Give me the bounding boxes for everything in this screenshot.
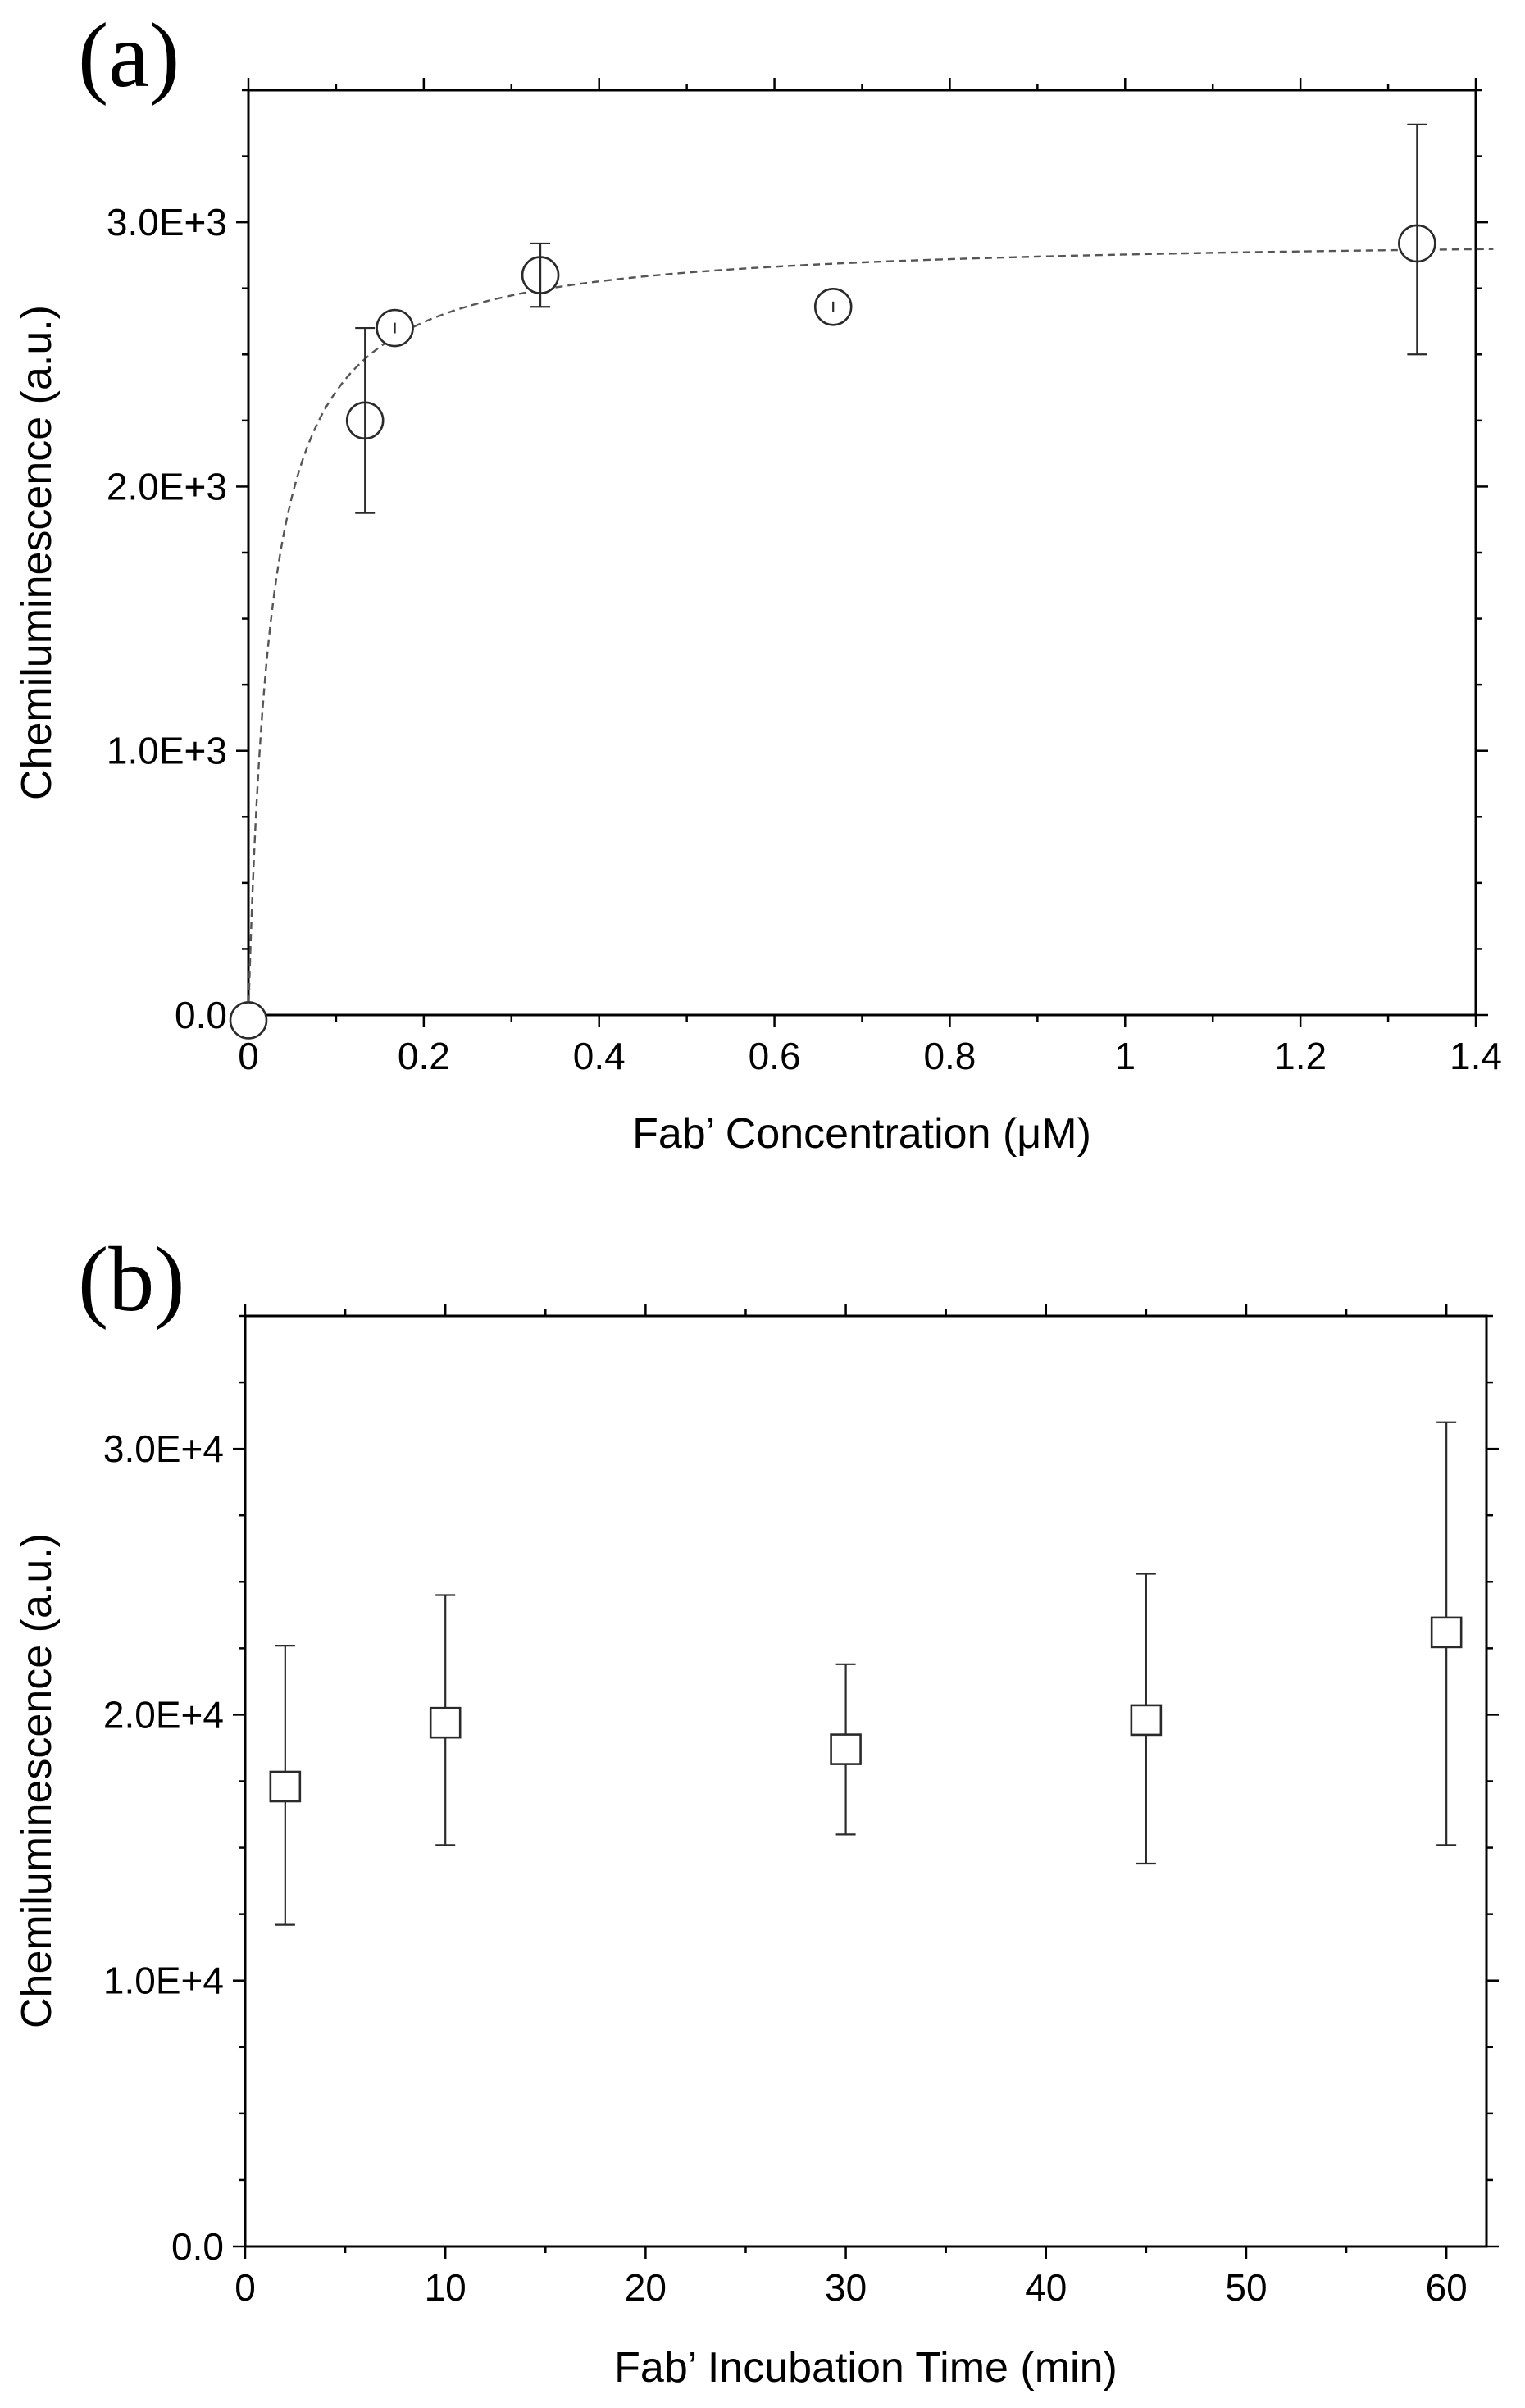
panel-b-x-tick-label: 20 xyxy=(625,2266,667,2309)
panel-b-y-tick-label: 0.0 xyxy=(171,2225,224,2268)
panel-a-fit-curve xyxy=(247,248,1494,1016)
panel-a-y-tick-label: 0.0 xyxy=(175,994,227,1036)
panel-b-axes: 0 10 20 30 40 50 60 0.0 1.0E+4 2.0E+4 3.0E+4 xyxy=(103,1304,1499,2309)
panel-b-y-tick-label: 2.0E+4 xyxy=(103,1693,224,1736)
panel-a-data-point xyxy=(229,1001,268,1040)
panel-b-data-point xyxy=(1130,1704,1163,1737)
panel-a-series xyxy=(229,123,1436,1040)
panel-b-x-tick-label: 30 xyxy=(825,2266,867,2309)
panel-b: (b) 0 10 20 30 40 50 60 0.0 1.0E+4 2.0E+4 3.0E+4 F… xyxy=(13,1229,1499,2392)
panel-b-x-tick-label: 60 xyxy=(1426,2266,1468,2309)
panel-b-y-axis-title: Chemiluminescence (a.u.) xyxy=(13,1533,61,2028)
panel-a-x-tick-label: 0.8 xyxy=(923,1035,976,1077)
panel-b-label: (b) xyxy=(78,1229,185,1331)
panel-a-y-tick-label: 2.0E+3 xyxy=(107,465,227,508)
panel-b-data-point xyxy=(1430,1616,1463,1649)
panel-a-label: (a) xyxy=(78,5,180,107)
panel-b-x-tick-label: 40 xyxy=(1025,2266,1067,2309)
panel-a-x-axis-title: Fab’ Concentration (μM) xyxy=(632,1110,1091,1158)
panel-a-x-tick-label: 0.6 xyxy=(749,1035,801,1077)
panel-a-x-tick-label: 0.4 xyxy=(573,1035,626,1077)
panel-a-x-tick-label: 1 xyxy=(1114,1035,1136,1077)
panel-a-x-tick-label: 1.2 xyxy=(1274,1035,1327,1077)
panel-b-x-tick-label: 10 xyxy=(425,2266,467,2309)
panel-b-data-point xyxy=(429,1706,462,1739)
panel-a-y-axis-title: Chemiluminescence (a.u.) xyxy=(13,305,61,800)
panel-a-plot-frame xyxy=(247,89,1477,1017)
panel-b-data-point xyxy=(269,1770,302,1803)
panel-b-x-tick-label: 0 xyxy=(234,2266,256,2309)
panel-b-plot-frame xyxy=(244,1314,1488,2248)
panel-a-x-tick-label: 0 xyxy=(238,1035,259,1077)
panel-b-y-tick-label: 1.0E+4 xyxy=(103,1960,224,2002)
panel-a-y-tick-label: 3.0E+3 xyxy=(107,201,227,244)
panel-b-x-tick-label: 50 xyxy=(1225,2266,1267,2309)
panel-a: (a) 0 0.2 0.4 0.6 0.8 1 1.2 1.4 0.0 1.0E+3 2.0E+3 3… xyxy=(13,5,1502,1158)
panel-b-x-axis-title: Fab’ Incubation Time (min) xyxy=(614,2344,1118,2392)
panel-a-y-tick-label: 1.0E+3 xyxy=(107,730,227,772)
panel-b-y-tick-label: 3.0E+4 xyxy=(103,1427,224,1470)
panel-a-x-tick-label: 1.4 xyxy=(1450,1035,1502,1077)
panel-a-axes: 0 0.2 0.4 0.6 0.8 1 1.2 1.4 0.0 1.0E+3 2.0E+3 3.0E+… xyxy=(107,78,1502,1077)
panel-a-x-tick-label: 0.2 xyxy=(398,1035,450,1077)
panel-b-series xyxy=(269,1421,1463,1926)
panel-a-fit xyxy=(247,248,1494,1016)
panel-b-data-point xyxy=(830,1733,862,1765)
